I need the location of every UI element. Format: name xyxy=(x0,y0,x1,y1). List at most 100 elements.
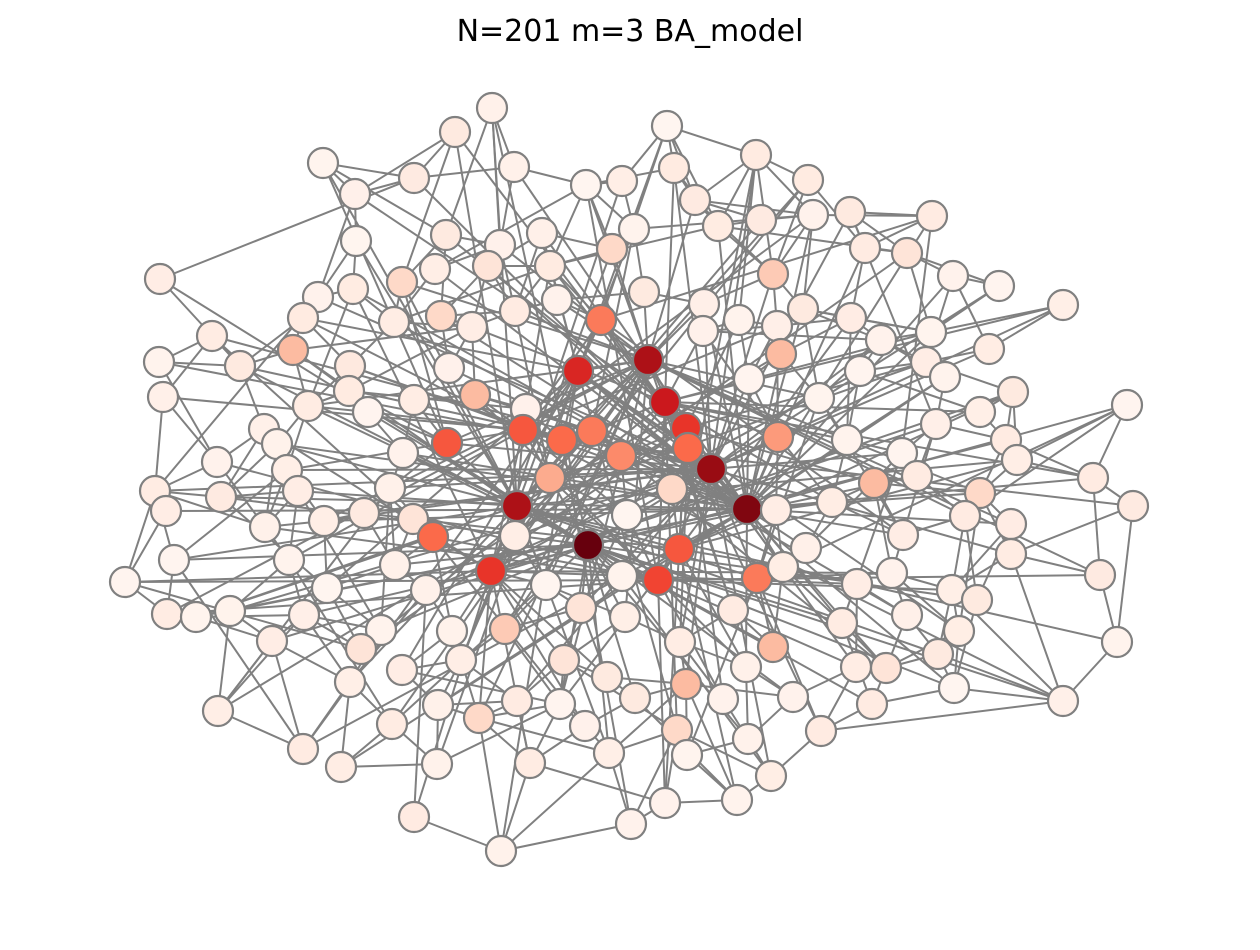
graph-node xyxy=(385,265,419,299)
graph-edge xyxy=(611,248,649,361)
graph-node xyxy=(291,389,325,423)
graph-node xyxy=(631,343,665,377)
graph-node xyxy=(375,707,409,741)
graph-edge xyxy=(746,308,804,510)
graph-node xyxy=(1110,388,1144,422)
graph-edge xyxy=(577,370,955,689)
graph-edge xyxy=(820,700,1064,732)
graph-edge xyxy=(953,687,1064,702)
graph-node xyxy=(919,407,953,441)
graph-node xyxy=(766,550,800,584)
graph-node xyxy=(179,600,213,634)
graph-edge xyxy=(412,518,680,550)
graph-edge xyxy=(195,614,305,618)
graph-node xyxy=(108,565,142,599)
graph-node xyxy=(802,381,836,415)
graph-edge xyxy=(772,179,809,275)
graph-node xyxy=(650,109,684,143)
graph-node xyxy=(397,161,431,195)
graph-node xyxy=(1000,443,1034,477)
graph-node xyxy=(732,362,766,396)
graph-edge xyxy=(812,214,933,217)
graph-node xyxy=(200,445,234,479)
graph-node xyxy=(146,380,180,414)
graph-node xyxy=(571,528,605,562)
graph-edge xyxy=(561,359,649,441)
graph-edge xyxy=(401,131,456,283)
graph-edge xyxy=(676,729,772,777)
graph-node xyxy=(706,682,740,716)
graph-node xyxy=(982,269,1016,303)
graph-node xyxy=(540,283,574,317)
graph-node xyxy=(336,272,370,306)
graph-node xyxy=(840,567,874,601)
graph-node xyxy=(655,472,689,506)
graph-node xyxy=(627,275,661,309)
graph-node xyxy=(418,252,452,286)
graph-node xyxy=(1046,288,1080,322)
graph-node xyxy=(201,694,235,728)
graph-node xyxy=(500,489,534,523)
graph-node xyxy=(843,354,877,388)
graph-node xyxy=(430,426,464,460)
graph-node xyxy=(729,650,763,684)
graph-node xyxy=(435,614,469,648)
graph-edge xyxy=(303,570,492,616)
graph-node xyxy=(815,485,849,519)
graph-node xyxy=(364,613,398,647)
graph-node xyxy=(307,504,341,538)
graph-node xyxy=(936,259,970,293)
graph-edge xyxy=(818,397,904,536)
graph-edge xyxy=(710,452,903,470)
graph-edge xyxy=(478,359,649,719)
graph-node xyxy=(416,520,450,554)
graph-node xyxy=(875,556,909,590)
graph-node xyxy=(429,218,463,252)
graph-edge xyxy=(549,265,579,372)
graph-node xyxy=(839,650,873,684)
graph-node xyxy=(347,496,381,530)
graph-edge xyxy=(694,199,774,275)
graph-edge xyxy=(657,579,666,804)
graph-node xyxy=(444,643,478,677)
graph-edge xyxy=(516,505,610,754)
graph-edge xyxy=(367,411,524,431)
graph-node xyxy=(385,653,419,687)
graph-node xyxy=(421,688,455,722)
graph-node xyxy=(409,573,443,607)
graph-node xyxy=(324,750,358,784)
graph-node xyxy=(310,571,344,605)
graph-node xyxy=(791,163,825,197)
graph-node xyxy=(730,492,764,526)
graph-edge xyxy=(666,125,719,227)
graph-edge xyxy=(499,244,649,361)
graph-edge xyxy=(580,468,712,609)
graph-node xyxy=(339,224,373,258)
graph-edge xyxy=(166,359,649,615)
graph-node xyxy=(915,199,949,233)
graph-node xyxy=(287,598,321,632)
graph-node xyxy=(344,632,378,666)
graph-edge xyxy=(229,468,712,612)
graph-node xyxy=(948,499,982,533)
graph-edge xyxy=(1116,505,1134,643)
graph-node xyxy=(739,138,773,172)
graph-node xyxy=(760,309,794,343)
graph-node xyxy=(662,532,696,566)
graph-node xyxy=(885,436,919,470)
graph-edge xyxy=(478,717,502,852)
graph-node xyxy=(890,598,924,632)
graph-node xyxy=(484,834,518,868)
graph-node xyxy=(900,459,934,493)
graph-edge xyxy=(746,378,750,510)
graph-node xyxy=(608,600,642,634)
graph-node xyxy=(617,212,651,246)
graph-node xyxy=(276,333,310,367)
graph-node xyxy=(670,738,704,772)
graph-edge xyxy=(478,570,492,719)
graph-edge xyxy=(302,317,524,431)
graph-edge xyxy=(286,442,448,471)
graph-node xyxy=(890,236,924,270)
graph-edge xyxy=(217,610,231,712)
